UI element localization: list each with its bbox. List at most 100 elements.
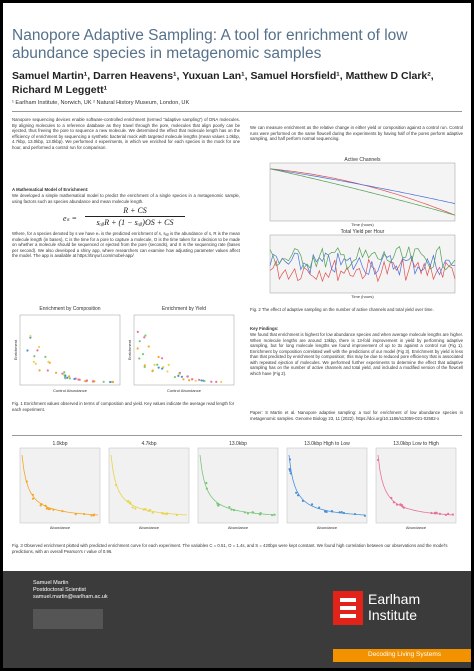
scatter-point — [147, 509, 150, 512]
plot-area — [269, 162, 456, 222]
curve — [288, 454, 366, 516]
scatter-point — [143, 364, 146, 367]
contact-name: Samuel Martin — [33, 580, 69, 586]
paragraph: Where, for a species denoted by s we hav… — [12, 231, 240, 258]
scatter-point — [25, 480, 28, 483]
scatter-point — [340, 510, 343, 514]
line-series — [269, 168, 456, 216]
scatter-point — [54, 371, 58, 374]
scatter-point — [166, 370, 169, 373]
scatter-point — [325, 510, 328, 514]
scatter-point — [141, 352, 145, 356]
scatter-point — [143, 336, 146, 339]
scatter-point — [438, 512, 442, 515]
panel-title: Active Channels — [344, 157, 381, 163]
scatter-point — [73, 377, 76, 381]
figure-2: Active Channels Time (hours) Total Yield p… — [269, 157, 456, 299]
poster-title: Nanopore Adaptive Sampling: A tool for e… — [12, 27, 408, 62]
scatter-point — [40, 502, 43, 506]
scatter-point — [203, 379, 206, 383]
scatter-point — [66, 376, 69, 379]
panel-title: 13.0kbp Low to High — [393, 441, 439, 447]
scatter-point — [451, 513, 454, 516]
scatter-point — [288, 458, 292, 461]
paragraph: We can measure enrichment as the relativ… — [250, 125, 463, 141]
scatter-point — [157, 366, 160, 369]
scatter-point — [273, 513, 276, 516]
footer: Samuel Martin Postdoctoral Scientist sam… — [3, 571, 471, 668]
axis-label: Enrichment — [127, 339, 132, 360]
scatter-point — [114, 483, 118, 487]
scatter-point — [47, 508, 50, 511]
scatter-point — [92, 380, 95, 383]
abstract: Nanopore sequencing devices enable softw… — [12, 117, 240, 150]
scatter-point — [217, 503, 220, 507]
scatter-point — [251, 511, 254, 514]
divider — [12, 111, 462, 112]
curve — [21, 454, 99, 516]
scatter-point — [259, 512, 262, 515]
figure-3: 1.0kbp Abundance 4.7kbp Abundance 13.0kbp Abu… — [19, 441, 457, 530]
scatter-point — [82, 512, 86, 516]
formula-numerator: R + CS — [123, 206, 147, 215]
scatter-point — [37, 345, 41, 349]
panel-title: 1.0kbp — [52, 441, 67, 447]
scatter-point — [288, 468, 291, 471]
scatter-point — [52, 508, 55, 511]
curve — [199, 454, 277, 516]
panel-title: Total Yield per Hour — [341, 229, 385, 235]
scatter-point — [109, 380, 112, 384]
scatter-point — [144, 334, 147, 337]
scatter-point — [180, 375, 184, 378]
scatter-point — [34, 362, 37, 365]
line-series — [269, 168, 456, 204]
scatter-point — [131, 506, 134, 509]
scatter-point — [144, 508, 147, 511]
paragraph: We found that enrichment is highest for … — [250, 332, 463, 376]
axis-label: Control Abundance — [167, 388, 202, 393]
scatter-point — [271, 514, 274, 517]
scatter-point — [330, 510, 333, 513]
logo-text: Earlham Institute — [368, 591, 421, 623]
scatter-point — [175, 513, 178, 517]
scatter-point — [36, 349, 39, 352]
logo-shape — [340, 614, 356, 618]
plot-area — [133, 314, 235, 386]
scatter-point — [377, 458, 380, 462]
scatter-point — [188, 379, 191, 382]
scatter-point — [156, 363, 159, 366]
scatter-point — [29, 335, 32, 338]
scatter-point — [246, 512, 250, 515]
section-heading: Key Findings: — [250, 326, 279, 331]
scatter-point — [44, 355, 47, 358]
scatter-point — [167, 363, 170, 366]
scatter-point — [220, 380, 223, 384]
scatter-point — [402, 506, 406, 509]
figure-1: Enrichment by Composition Control Abundan… — [13, 306, 235, 393]
plot-area — [375, 447, 457, 524]
funder-logos — [33, 609, 103, 629]
scatter-point — [228, 505, 231, 509]
scatter-point — [447, 512, 450, 515]
scatter-point — [191, 378, 194, 381]
scatter-point — [64, 374, 67, 377]
divider — [12, 435, 462, 436]
scatter-point — [126, 499, 130, 503]
axis-label: Time (hours) — [351, 294, 374, 299]
scatter-point — [157, 355, 160, 359]
paragraph: We developed a simple mathematical model… — [12, 193, 240, 204]
scatter-point — [444, 513, 448, 517]
line-series — [269, 257, 456, 283]
axis-label: Time (hours) — [351, 222, 374, 227]
axis-label: Enrichment — [13, 339, 18, 360]
scatter-point — [395, 503, 399, 506]
tagline-bar — [333, 649, 471, 662]
scatter-point — [215, 380, 218, 384]
poster: Nanopore Adaptive Sampling: A tool for e… — [3, 3, 471, 668]
logo-shape — [340, 598, 356, 602]
scatter-point — [67, 375, 71, 378]
scatter-point — [310, 503, 314, 506]
logo-shape — [340, 606, 356, 610]
scatter-point — [138, 357, 141, 360]
scatter-point — [162, 512, 165, 515]
